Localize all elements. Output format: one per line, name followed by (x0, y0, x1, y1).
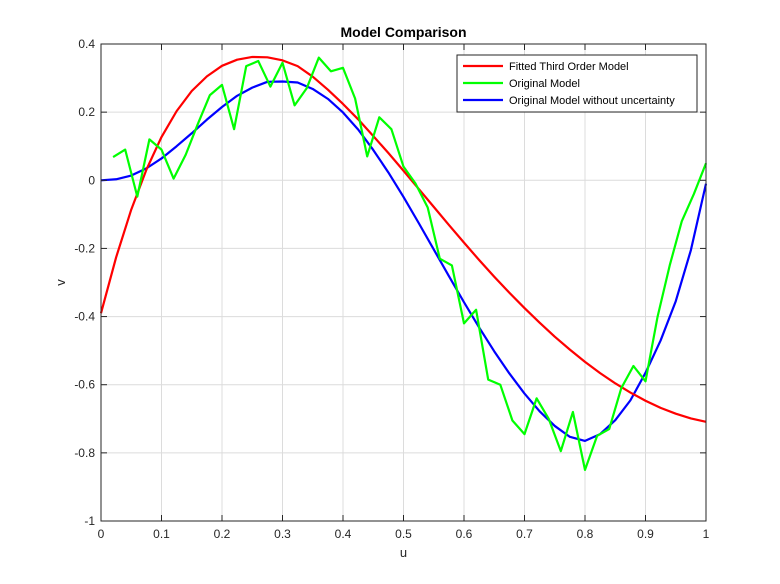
series-layer (99, 55, 708, 471)
x-tick-label: 0.9 (637, 527, 654, 541)
series-line-0 (99, 55, 707, 423)
chart-title: Model Comparison (340, 24, 466, 40)
x-tick-label: 0 (98, 527, 105, 541)
y-tick-label: 0 (88, 173, 95, 187)
x-tick-label: 1 (703, 527, 710, 541)
y-tick-label: -0.8 (74, 446, 95, 460)
x-tick-label: 0.3 (274, 527, 291, 541)
x-tick-label: 0.1 (153, 527, 170, 541)
y-tick-label: 0.4 (78, 37, 95, 51)
x-tick-label: 0.7 (516, 527, 533, 541)
x-tick-label: 0.2 (214, 527, 231, 541)
series-line-1 (112, 56, 708, 471)
x-axis-label: u (400, 545, 407, 560)
ticks: 0 0.1 0.2 0.3 0.4 0.5 0.6 0.7 0.8 0.9 1 -1 -0.8 -0.6 -… (74, 37, 709, 541)
x-tick-label: 0.8 (577, 527, 594, 541)
x-tick-label: 0.4 (335, 527, 352, 541)
y-tick-label: -1 (84, 514, 95, 528)
y-tick-label: -0.4 (74, 310, 95, 324)
legend-label-1: Original Model (509, 78, 580, 90)
y-tick-label: -0.6 (74, 378, 95, 392)
legend-label-0: Fitted Third Order Model (509, 61, 629, 73)
x-tick-label: 0.5 (395, 527, 412, 541)
legend: Fitted Third Order Model Original Model Or… (456, 54, 698, 113)
x-tick-label: 0.6 (456, 527, 473, 541)
y-axis-label: v (53, 279, 68, 286)
series-line-2 (100, 80, 708, 443)
y-tick-label: -0.2 (74, 241, 95, 255)
legend-label-2: Original Model without uncertainty (509, 95, 675, 107)
y-tick-label: 0.2 (78, 105, 95, 119)
